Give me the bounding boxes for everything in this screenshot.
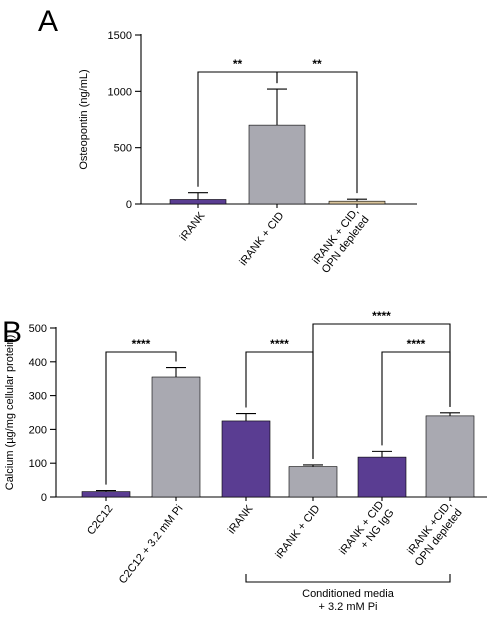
y-tick-label: 400: [29, 357, 47, 369]
significance-label: ****: [132, 337, 151, 351]
chart-calcium: 0 100 200 300 400 500 Calcium (µg/mg cellular …: [4, 309, 487, 613]
y-tick-label: 100: [29, 458, 47, 470]
bar: [151, 376, 201, 498]
bar: [288, 466, 338, 498]
bar: [357, 456, 407, 498]
x-category-label-line: iRANK: [226, 502, 256, 536]
x-category-label: iRANK: [178, 209, 208, 243]
y-tick-label: 1500: [108, 30, 132, 42]
y-tick-label: 1000: [108, 86, 132, 98]
panel-letter-a: A: [38, 5, 58, 38]
significance-bracket: [276, 71, 358, 194]
x-category-label-line: C2C12 + 3.2 mM Pi: [117, 503, 186, 586]
x-category-label: C2C12 + 3.2 mM Pi: [117, 503, 186, 586]
y-axis-title: Osteopontin (ng/mL): [78, 69, 90, 169]
x-category-label: iRANK + CID: [237, 210, 286, 268]
significance-label: ****: [407, 337, 426, 351]
y-tick-label: 500: [29, 323, 47, 335]
significance-label: **: [233, 57, 243, 71]
x-category-label-line: iRANK: [178, 209, 208, 243]
x-category-label: iRANK: [226, 502, 256, 536]
y-axis-title: Calcium (µg/mg cellular protein): [4, 335, 16, 491]
y-tick-label: 200: [29, 424, 47, 436]
significance-label: ****: [270, 337, 289, 351]
significance-bracket: [105, 351, 177, 485]
x-category-label-line: C2C12: [85, 503, 116, 537]
y-tick-label: 300: [29, 391, 47, 403]
bar: [248, 124, 306, 205]
y-tick-label: 0: [41, 492, 47, 504]
panel-letter-b: B: [2, 316, 22, 349]
bar: [328, 200, 386, 205]
bar: [81, 491, 131, 498]
group-bracket: [245, 574, 451, 583]
chart-osteopontin: 0 500 1000 1500 Osteopontin (ng/mL) iRANK iRAN…: [78, 30, 417, 276]
x-category-label-line: iRANK + CID: [237, 210, 286, 268]
x-category-label: iRANK +CID,OPN depleted: [402, 499, 464, 569]
significance-label: **: [312, 57, 322, 71]
x-category-label-line: iRANK + CID: [273, 503, 322, 561]
bar: [425, 415, 475, 498]
x-category-label: iRANK + CID,OPN depleted: [309, 206, 371, 276]
y-tick-label: 0: [126, 199, 132, 211]
x-category-label: iRANK + CID: [273, 503, 322, 561]
significance-bracket: [381, 351, 451, 446]
x-category-label: C2C12: [85, 503, 116, 537]
group-bracket-label: Conditioned media: [302, 588, 395, 600]
group-bracket-label: + 3.2 mM Pi: [319, 601, 378, 613]
x-category-label: iRANK + CID+ NG IgG: [337, 499, 396, 565]
bar: [221, 420, 271, 498]
bar: [169, 199, 227, 205]
significance-label: ****: [372, 309, 391, 323]
y-tick-label: 500: [114, 143, 132, 155]
